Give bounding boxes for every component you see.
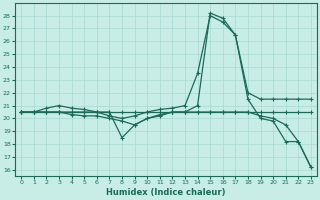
X-axis label: Humidex (Indice chaleur): Humidex (Indice chaleur) <box>106 188 226 197</box>
